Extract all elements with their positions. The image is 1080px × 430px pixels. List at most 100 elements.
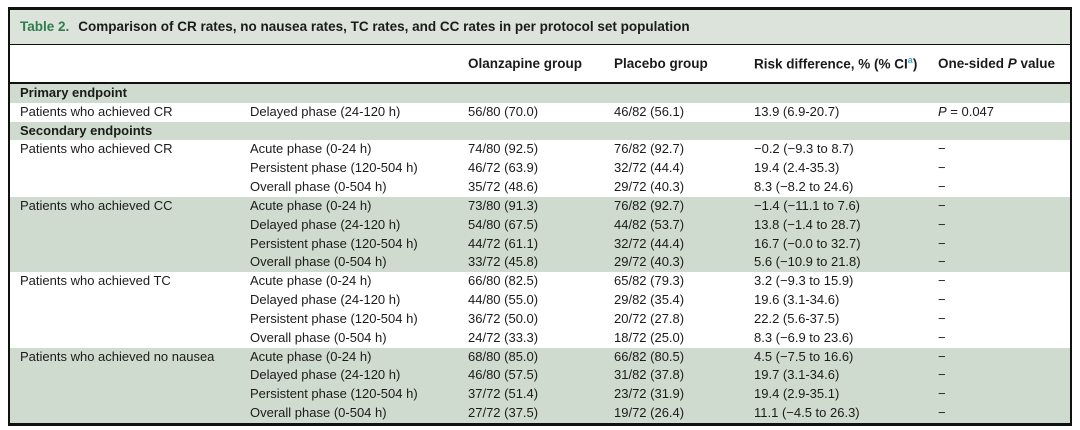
placebo-value-cell: 19/72 (26.4) [614, 405, 685, 421]
risk-difference-cell: 4.5 (−7.5 to 16.6) [754, 348, 854, 364]
table-row: Patients who achieved CC Acute phase (0-2… [10, 196, 1070, 216]
table-row: Persistent phase (120-504 h) 37/72 (51.4)… [10, 385, 1070, 405]
phase-cell: Persistent phase (120-504 h) [250, 310, 418, 326]
olanzapine-value-cell: 27/72 (37.5) [468, 405, 539, 421]
phase-cell: Overall phase (0-504 h) [250, 179, 387, 195]
olanzapine-value-cell: 44/72 (61.1) [468, 235, 539, 251]
risk-difference-cell: −1.4 (−11.1 to 7.6) [754, 197, 860, 213]
olanzapine-value-cell: 56/80 (70.0) [468, 103, 539, 119]
table-row: Persistent phase (120-504 h) 44/72 (61.1)… [10, 234, 1070, 254]
pvalue-header-prefix: One-sided [938, 56, 1008, 71]
table-header-row: Olanzapine group Placebo group Risk diff… [10, 45, 1070, 84]
endpoint-cell [10, 404, 250, 423]
table-row: Overall phase (0-504 h) 35/72 (48.6) 29/72… [10, 178, 1070, 197]
col-header-risk-difference: Risk difference, % (% CIa) [754, 55, 938, 72]
olanzapine-value-cell: 74/80 (92.5) [468, 141, 539, 157]
section-label: Secondary endpoints [20, 122, 153, 138]
pvalue-cell: − [938, 329, 946, 345]
olanzapine-value-cell: 36/72 (50.0) [468, 310, 539, 326]
table-row: Patients who achieved TC Acute phase (0-2… [10, 272, 1070, 292]
table-row: Patients who achieved CR Acute phase (0-2… [10, 140, 1070, 160]
pvalue-cell: − [938, 348, 946, 364]
table-body: Primary endpoint Patients who achieved CR… [10, 84, 1070, 423]
placebo-value-cell: 76/82 (92.7) [614, 141, 685, 157]
section-header-row: Primary endpoint [10, 84, 1070, 103]
placebo-value-cell: 29/72 (40.3) [614, 254, 685, 270]
table-title-text: Comparison of CR rates, no nausea rates,… [78, 19, 690, 34]
placebo-value-cell: 29/72 (40.3) [614, 179, 685, 195]
olanzapine-value-cell: 66/80 (82.5) [468, 273, 539, 289]
endpoint-cell [10, 310, 250, 329]
endpoint-cell: Patients who achieved CR [20, 141, 173, 157]
risk-difference-cell: 22.2 (5.6-37.5) [754, 310, 840, 326]
endpoint-cell [10, 291, 250, 310]
pvalue-cell: − [938, 179, 946, 195]
phase-cell: Delayed phase (24-120 h) [250, 103, 401, 119]
risk-difference-cell: 8.3 (−6.9 to 23.6) [754, 329, 854, 345]
table-row: Overall phase (0-504 h) 33/72 (45.8) 29/72… [10, 253, 1070, 273]
risk-difference-cell: 16.7 (−0.0 to 32.7) [754, 235, 861, 251]
risk-difference-cell: 11.1 (−4.5 to 26.3) [754, 405, 860, 421]
phase-cell: Persistent phase (120-504 h) [250, 235, 418, 251]
olanzapine-value-cell: 46/72 (63.9) [468, 160, 539, 176]
table-row: Overall phase (0-504 h) 27/72 (37.5) 19/72… [10, 404, 1070, 423]
table-row: Patients who achieved no nausea Acute pha… [10, 347, 1070, 367]
pvalue-cell: − [938, 141, 946, 157]
endpoint-cell [10, 329, 250, 348]
pvalue-italic-p: P [938, 103, 947, 119]
phase-cell: Acute phase (0-24 h) [250, 348, 372, 364]
pvalue-header-italic-p: P [1007, 56, 1017, 71]
table-number-label: Table 2. [20, 19, 70, 34]
endpoint-cell [10, 385, 250, 404]
phase-cell: Overall phase (0-504 h) [250, 405, 387, 421]
olanzapine-value-cell: 54/80 (67.5) [468, 216, 539, 232]
endpoint-cell: Patients who achieved TC [20, 273, 171, 289]
phase-cell: Persistent phase (120-504 h) [250, 386, 418, 402]
table-row: Delayed phase (24-120 h) 44/80 (55.0) 29/8… [10, 291, 1070, 310]
pvalue-cell: P = 0.047 [938, 103, 995, 119]
placebo-value-cell: 29/82 (35.4) [614, 292, 685, 308]
olanzapine-value-cell: 33/72 (45.8) [468, 254, 539, 270]
phase-cell: Overall phase (0-504 h) [250, 254, 387, 270]
table-row: Overall phase (0-504 h) 24/72 (33.3) 18/72… [10, 328, 1070, 348]
placebo-value-cell: 44/82 (53.7) [614, 216, 685, 232]
phase-cell: Delayed phase (24-120 h) [250, 216, 401, 232]
table-row: Persistent phase (120-504 h) 36/72 (50.0)… [10, 309, 1070, 329]
phase-cell: Persistent phase (120-504 h) [250, 160, 418, 176]
pvalue-header-suffix: value [1016, 56, 1056, 71]
pvalue-cell: − [938, 197, 946, 213]
placebo-value-cell: 23/72 (31.9) [614, 386, 685, 402]
pvalue-cell: − [938, 386, 946, 402]
risk-header-text: Risk difference, % (% CI [754, 56, 908, 72]
placebo-value-cell: 66/82 (80.5) [614, 348, 685, 364]
risk-difference-cell: 19.7 (3.1-34.6) [754, 367, 840, 383]
endpoint-cell [10, 366, 250, 385]
table-row: Persistent phase (120-504 h) 46/72 (63.9)… [10, 159, 1070, 179]
pvalue-cell: − [938, 216, 946, 232]
placebo-value-cell: 31/82 (37.8) [614, 367, 685, 383]
endpoint-cell: Patients who achieved CR [20, 103, 173, 119]
pvalue-cell: − [938, 254, 946, 270]
section-header-row: Secondary endpoints [10, 121, 1070, 141]
endpoint-cell [10, 159, 250, 178]
endpoint-cell: Patients who achieved CC [20, 197, 173, 213]
risk-difference-cell: 8.3 (−8.2 to 24.6) [754, 179, 854, 195]
placebo-value-cell: 32/72 (44.4) [614, 160, 685, 176]
table-2: Table 2. Comparison of CR rates, no nause… [8, 7, 1072, 426]
risk-difference-cell: 19.4 (2.9-35.1) [754, 386, 840, 402]
placebo-value-cell: 32/72 (44.4) [614, 235, 685, 251]
placebo-value-cell: 20/72 (27.8) [614, 310, 685, 326]
risk-difference-cell: 13.8 (−1.4 to 28.7) [754, 216, 861, 232]
endpoint-cell [10, 235, 250, 254]
table-row: Delayed phase (24-120 h) 46/80 (57.5) 31/8… [10, 366, 1070, 386]
phase-cell: Delayed phase (24-120 h) [250, 292, 401, 308]
placebo-value-cell: 46/82 (56.1) [614, 103, 685, 119]
endpoint-cell [10, 178, 250, 197]
placebo-value-cell: 18/72 (25.0) [614, 329, 685, 345]
phase-cell: Acute phase (0-24 h) [250, 141, 372, 157]
pvalue-cell: − [938, 273, 946, 289]
footnote-superscript-a: a [907, 55, 913, 66]
pvalue-cell: − [938, 235, 946, 251]
endpoint-cell: Patients who achieved no nausea [20, 348, 215, 364]
pvalue-cell: − [938, 310, 946, 326]
